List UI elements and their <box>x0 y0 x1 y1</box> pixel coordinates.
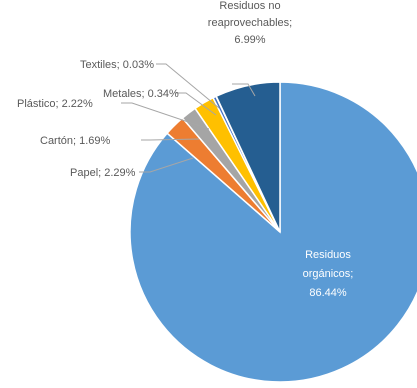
leader-line-papel <box>139 157 194 173</box>
data-label-plastico: Plástico; 2.22% <box>17 98 93 110</box>
data-label-line: Textiles; 0.03% <box>80 59 154 71</box>
slice-labels: Residuos orgánicos; 86.44% Papel; 2.29% Cart… <box>17 0 353 299</box>
leader-lines <box>121 63 256 173</box>
data-label-line: reaprovechables; <box>208 17 292 29</box>
data-label-line: 86.44% <box>309 287 347 299</box>
leader-line-residuos-no-reaprovechables <box>232 83 256 97</box>
pie-slices <box>129 81 417 383</box>
pie-slice-residuos-organicos <box>129 81 417 383</box>
data-label-line: Residuos <box>305 249 351 261</box>
data-label-residuos-no-reaprovechables: Residuos no reaprovechables; 6.99% <box>208 0 292 46</box>
data-label-carton: Cartón; 1.69% <box>40 135 111 147</box>
data-label-papel: Papel; 2.29% <box>70 167 136 179</box>
data-label-line: Papel; 2.29% <box>70 167 136 179</box>
leader-line-metales <box>176 92 217 116</box>
data-label-line: Cartón; 1.69% <box>40 135 111 147</box>
data-label-line: 6.99% <box>234 34 265 46</box>
data-label-residuos-organicos: Residuos orgánicos; 86.44% <box>303 249 354 299</box>
data-label-line: Plástico; 2.22% <box>17 98 93 110</box>
leader-line-plastico <box>121 102 210 130</box>
data-label-line: orgánicos; <box>303 268 354 280</box>
data-label-textiles: Textiles; 0.03% <box>80 59 154 71</box>
data-label-line: Metales; 0.34% <box>103 88 179 100</box>
data-label-metales: Metales; 0.34% <box>103 88 179 100</box>
data-label-line: Residuos no <box>219 0 280 12</box>
leader-line-carton <box>141 138 200 141</box>
leader-line-textiles <box>156 63 220 109</box>
pie-slice-residuos-no-reaprovechables <box>215 81 281 233</box>
